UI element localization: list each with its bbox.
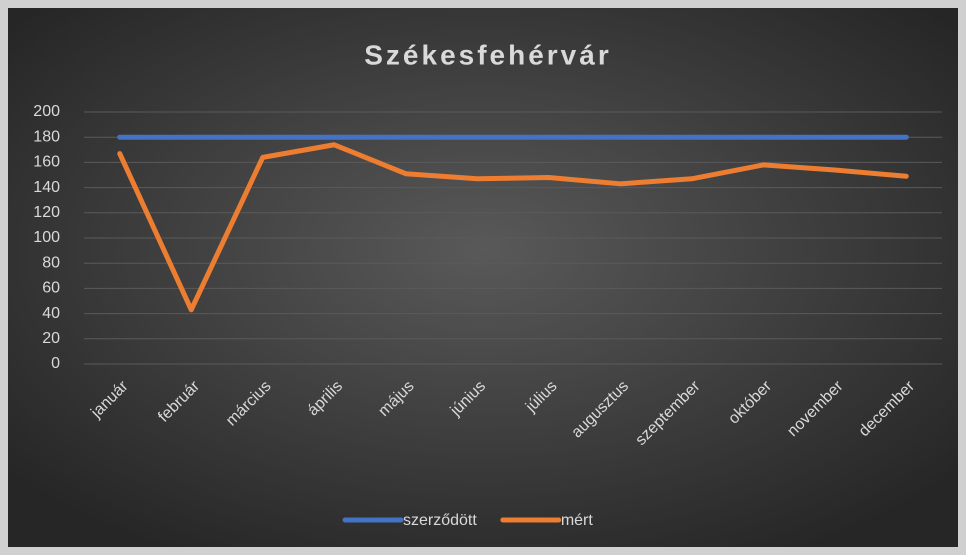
chart-area [8, 8, 958, 547]
y-tick-label: 60 [42, 280, 60, 297]
y-tick-label: 40 [42, 305, 60, 322]
chart-title: Székesfehérvár [364, 39, 611, 70]
y-tick-label: 20 [42, 330, 60, 347]
y-tick-label: 180 [33, 128, 60, 145]
y-tick-label: 160 [33, 154, 60, 171]
y-tick-label: 120 [33, 204, 60, 221]
y-tick-label: 80 [42, 254, 60, 271]
y-tick-label: 0 [51, 355, 60, 372]
series-line [117, 142, 909, 313]
y-tick-label: 100 [33, 229, 60, 246]
y-tick-label: 200 [33, 103, 60, 120]
legend-label: mért [561, 512, 594, 529]
legend-label: szerződött [403, 512, 477, 529]
y-tick-label: 140 [33, 179, 60, 196]
